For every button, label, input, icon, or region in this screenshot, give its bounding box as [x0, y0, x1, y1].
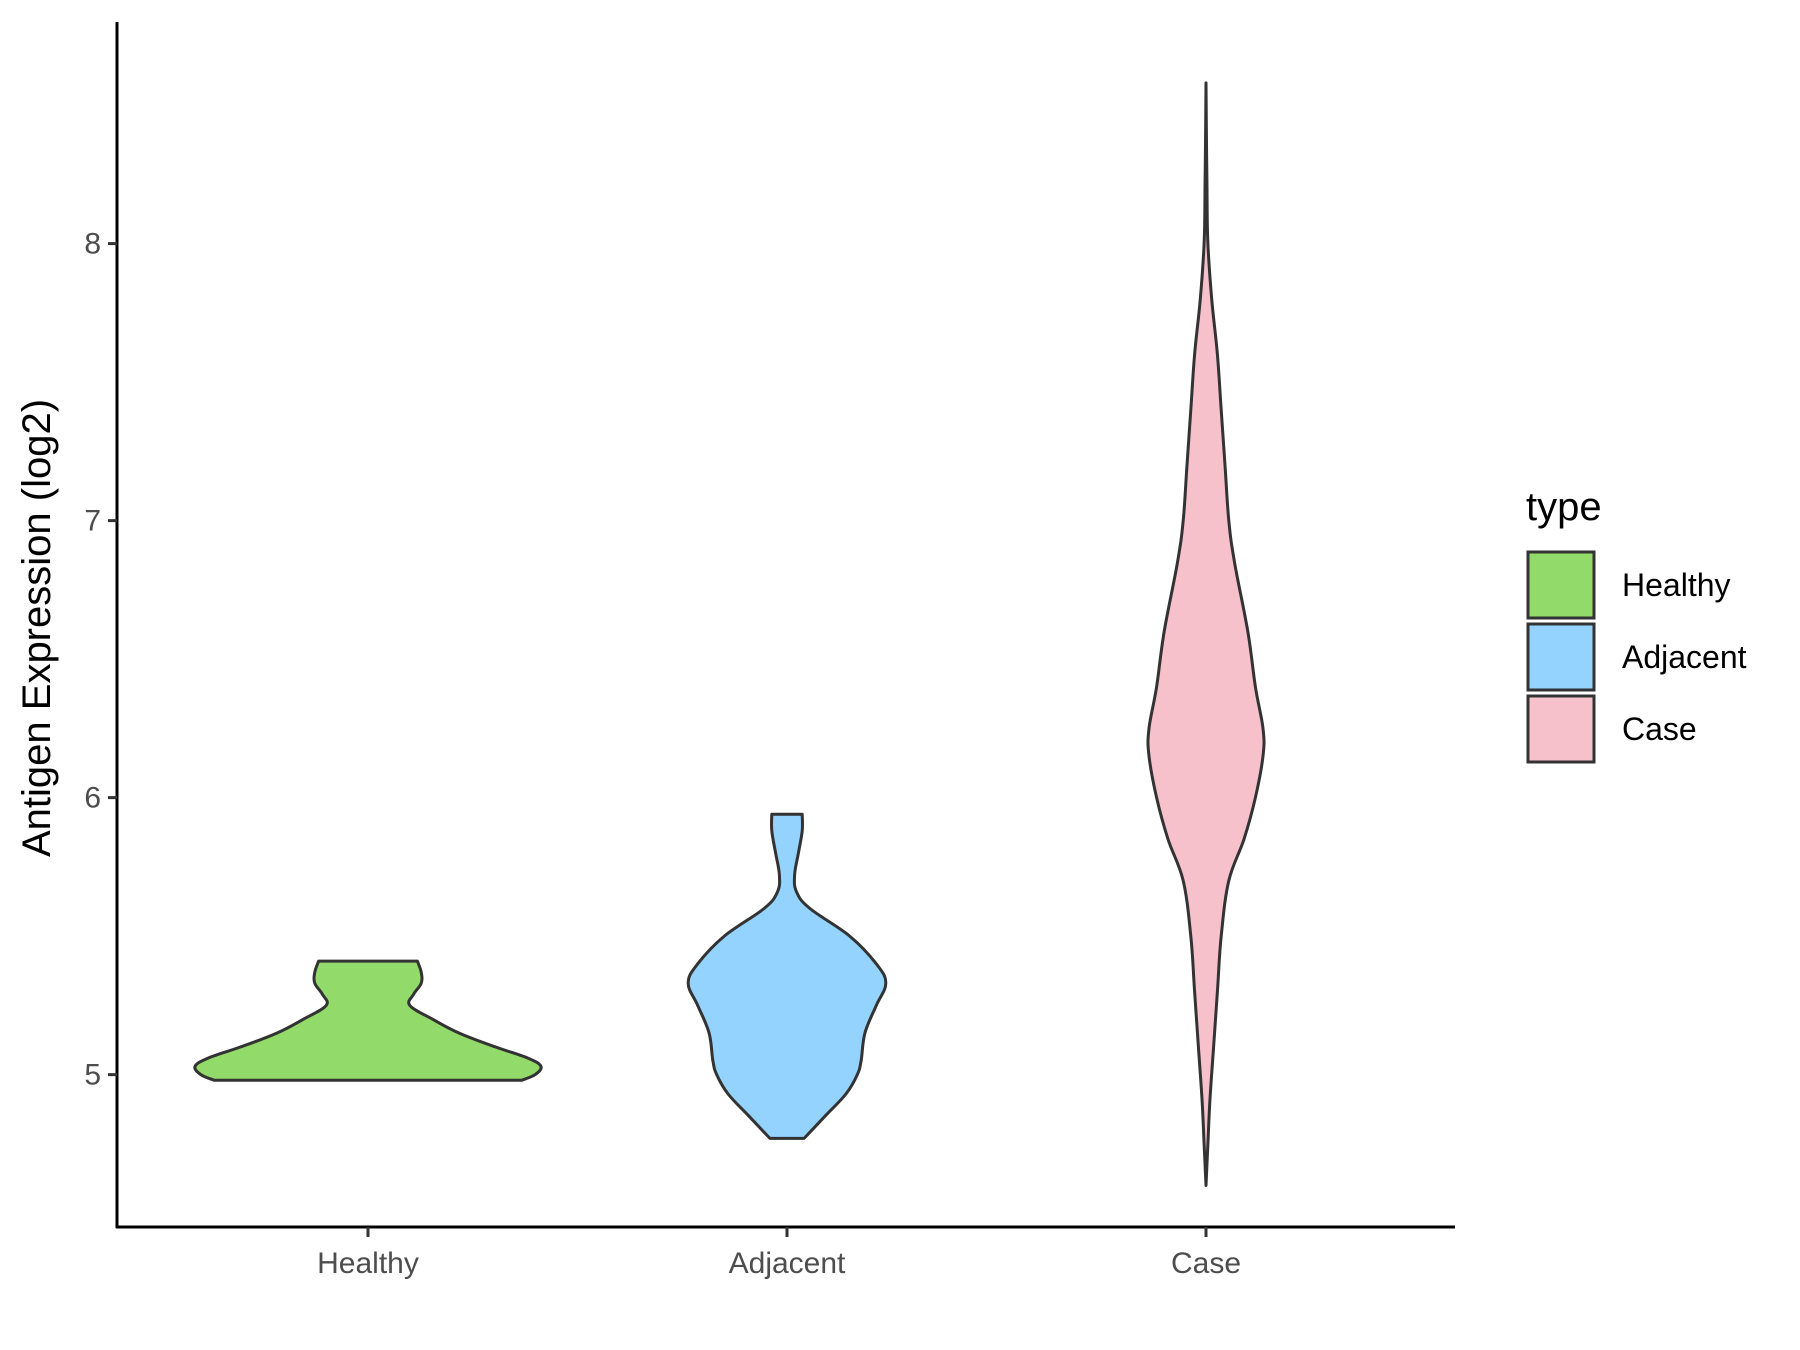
x-tick-label-adjacent: Adjacent	[729, 1247, 846, 1280]
legend-label-adjacent: Adjacent	[1622, 639, 1747, 675]
violin-case	[1146, 81, 1266, 1187]
violins	[193, 81, 1266, 1187]
legend-key-adjacent	[1526, 622, 1596, 692]
legend-key-case	[1526, 694, 1596, 764]
y-ticks: 5 6 7 8	[84, 228, 117, 1092]
x-ticks: Healthy Adjacent Case	[317, 1227, 1241, 1280]
legend-entries: Healthy Adjacent Case	[1526, 550, 1747, 764]
legend-label-case: Case	[1622, 711, 1697, 747]
violin-adjacent	[686, 812, 888, 1140]
x-tick-label-healthy: Healthy	[317, 1247, 419, 1280]
legend-label-healthy: Healthy	[1622, 567, 1731, 603]
y-tick-label: 5	[84, 1059, 101, 1092]
legend-key-healthy	[1526, 550, 1596, 620]
legend: type Healthy Adjacent Case	[1526, 485, 1747, 764]
y-tick-label: 8	[84, 228, 101, 261]
plot-area: 5 6 7 8 Healthy Adjacent Case	[84, 22, 1455, 1280]
legend-title: type	[1526, 485, 1602, 529]
violin-healthy	[193, 959, 543, 1082]
x-tick-label-case: Case	[1171, 1247, 1241, 1280]
y-tick-label: 7	[84, 505, 101, 538]
y-tick-label: 6	[84, 782, 101, 815]
y-axis-title: Antigen Expression (log2)	[15, 399, 59, 857]
